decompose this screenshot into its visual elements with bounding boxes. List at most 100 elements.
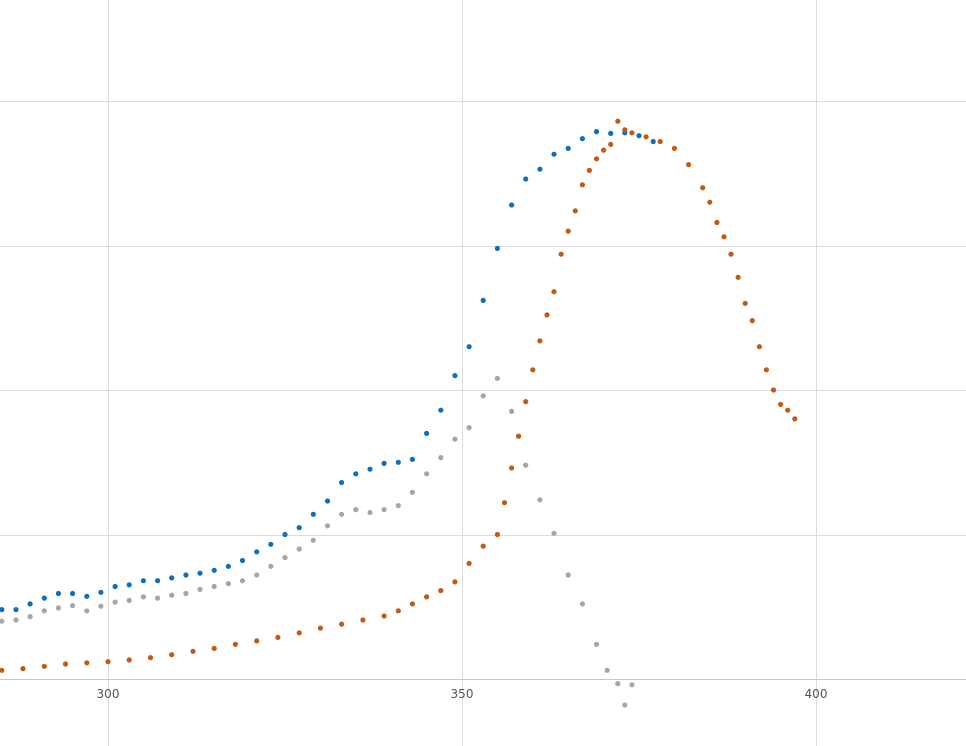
data-point [501,500,508,506]
data-point [466,560,472,567]
data-point [714,219,720,225]
data-point [353,471,359,477]
data-point [622,127,628,133]
data-point [13,617,19,623]
data-point [763,367,770,373]
data-point [254,638,260,644]
data-point [615,681,621,687]
data-point [232,641,238,647]
data-point [0,607,5,613]
data-point [381,507,387,513]
data-point [516,433,522,439]
data-point [523,462,529,468]
data-point [126,582,132,588]
data-point [282,555,288,561]
data-point [140,578,146,584]
data-point [601,147,607,153]
data-point [657,138,663,145]
data-point [275,634,281,641]
data-point [438,407,444,413]
data-point [70,603,76,609]
data-point [183,590,189,597]
data-point [785,407,791,413]
data-point [183,572,189,578]
data-point [565,572,571,578]
data-point [650,138,656,145]
data-point [509,465,515,471]
data-point [367,509,373,516]
data-point [20,666,26,672]
data-point [211,583,217,590]
data-point [686,162,692,168]
data-point [395,459,401,465]
data-point [565,145,571,151]
data-point [169,592,175,598]
data-point [480,297,486,303]
data-point [544,312,550,318]
data-point [593,641,600,647]
data-point [126,597,132,604]
data-point [169,575,175,581]
data-point [622,702,628,708]
data-point [615,118,621,124]
data-point [268,541,274,547]
data-point [395,503,401,509]
series-2 [0,118,798,673]
data-point [324,523,331,529]
data-point [409,489,415,495]
data-point [310,511,316,517]
data-point [254,549,260,555]
data-point [480,543,486,549]
data-point [629,130,635,136]
data-point [452,436,458,442]
data-point [643,134,649,140]
data-point [452,579,458,585]
series-0 [0,129,656,613]
data-point [282,531,288,538]
data-point [197,570,203,576]
data-point [13,607,19,613]
data-point [424,471,430,477]
data-point [27,601,33,607]
data-point [494,245,500,251]
data-point [27,614,33,620]
data-point [466,344,472,350]
data-point [438,455,444,461]
data-point [197,586,203,593]
data-point [424,594,430,600]
data-point [147,655,154,661]
data-point [721,234,727,240]
data-point [409,456,415,462]
data-point [629,682,635,688]
data-point [579,601,586,607]
data-point [112,599,118,605]
data-point [112,583,118,590]
data-point [778,401,784,407]
data-point [409,601,415,607]
data-point [296,525,302,531]
data-point [707,199,713,205]
data-point [551,530,557,536]
data-point [480,393,486,399]
data-point [593,129,600,135]
data-point [84,593,90,599]
data-point [84,608,90,614]
data-point [126,657,132,663]
data-point [381,613,387,619]
data-point [0,667,5,673]
data-point [211,567,217,573]
data-point [239,578,246,584]
data-point [254,572,260,578]
data-point [608,141,614,147]
data-point [211,645,217,652]
data-point [55,590,62,597]
data-point [98,603,104,609]
data-point [509,408,515,414]
points-layer [0,118,798,708]
data-point [608,130,614,136]
data-point [70,590,76,597]
